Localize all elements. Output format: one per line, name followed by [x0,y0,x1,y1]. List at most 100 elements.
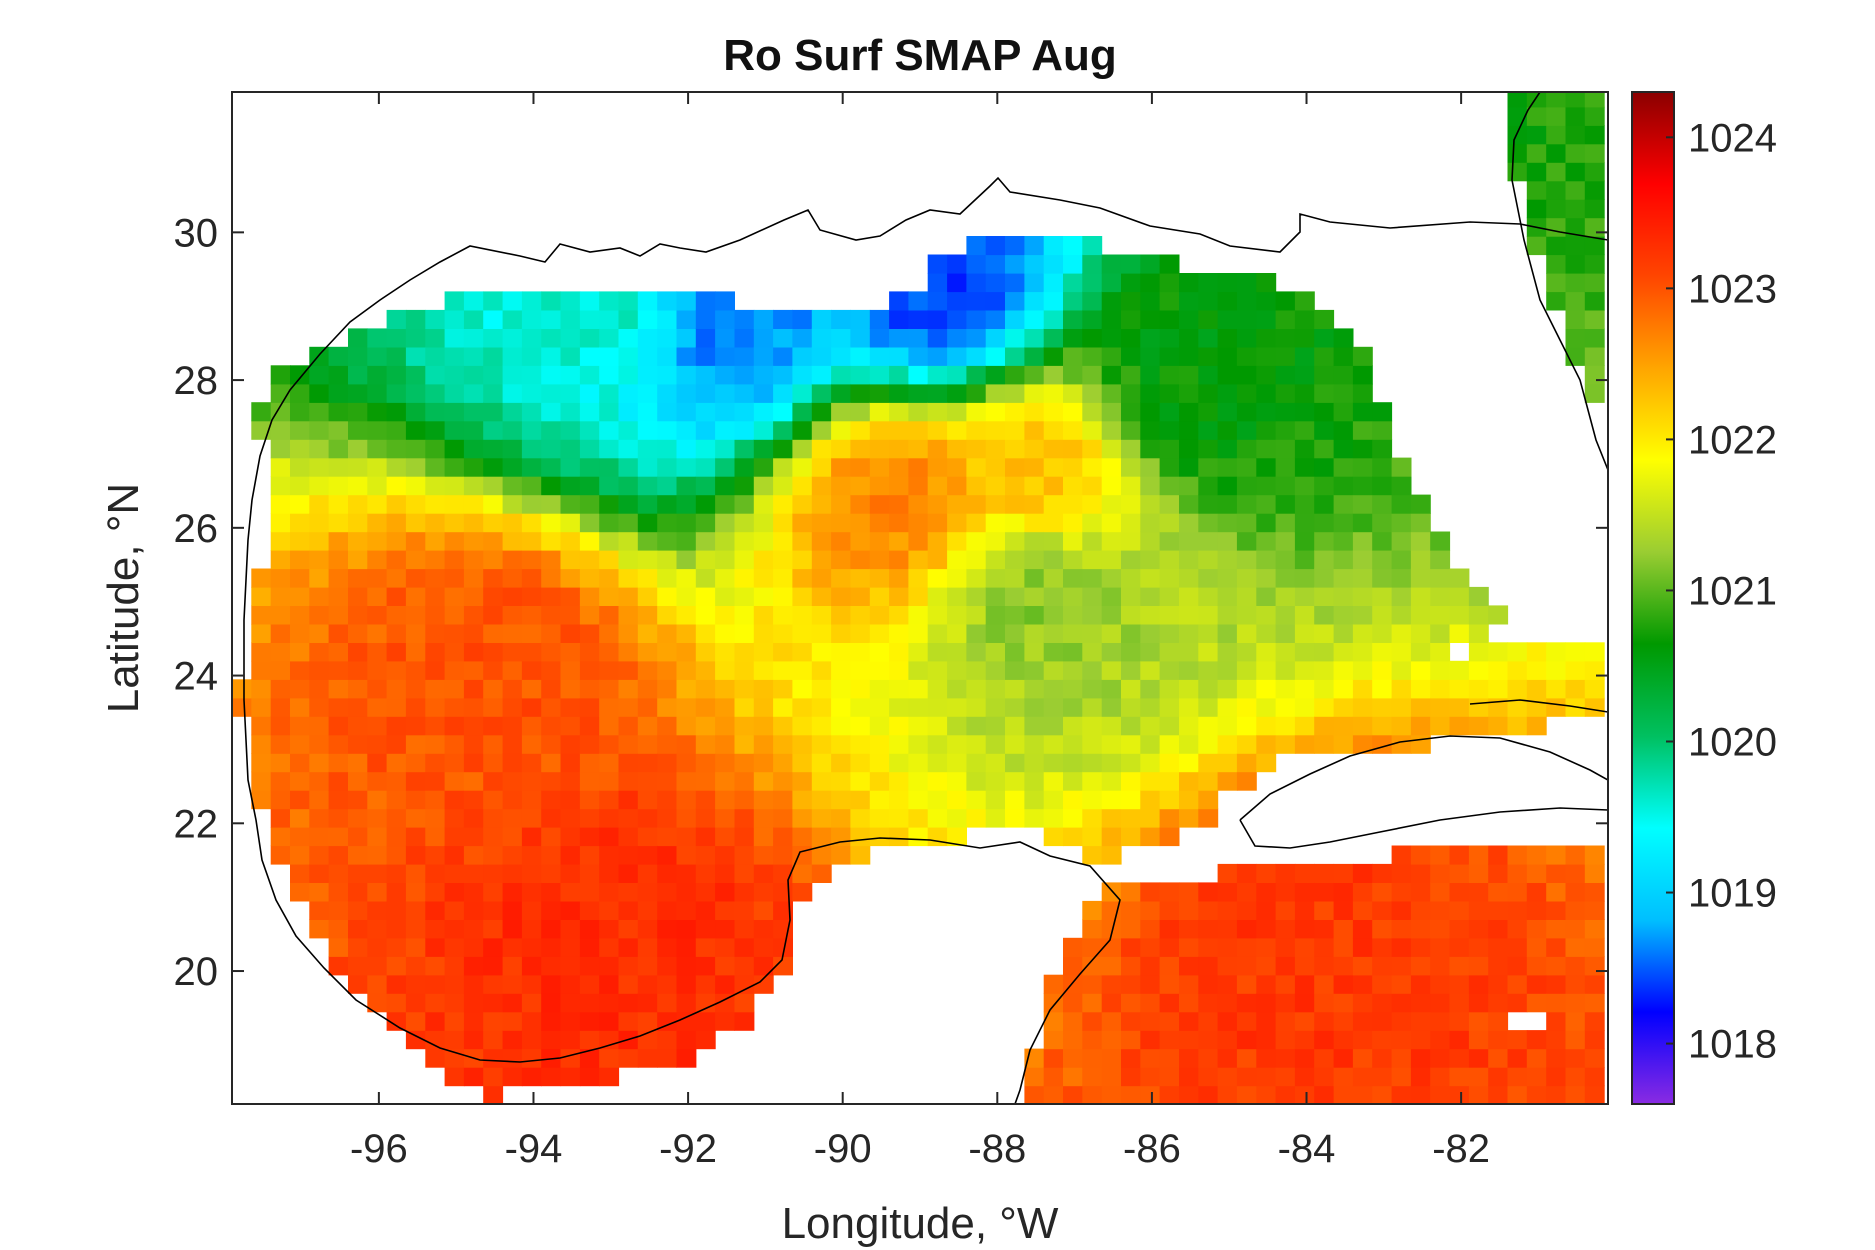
heatmap-cell [1275,513,1296,533]
heatmap-cell [1236,642,1257,662]
heatmap-cell [1236,956,1257,976]
heatmap-cell [1082,845,1103,865]
heatmap-cell [966,402,987,422]
heatmap-cell [1159,900,1180,920]
heatmap-cell [309,771,330,791]
heatmap-cell [309,642,330,662]
heatmap-cell [1159,291,1180,311]
heatmap-cell [1333,1067,1354,1087]
heatmap-cell [1024,771,1045,791]
heatmap-cell [1179,346,1199,366]
heatmap-cell [1314,716,1335,736]
heatmap-cell [985,790,1006,810]
heatmap-cell [599,476,620,496]
heatmap-cell [290,476,310,496]
heatmap-cell [985,550,1006,570]
heatmap-cell [1121,439,1141,459]
heatmap-cell [425,1030,446,1050]
heatmap-cell [1275,660,1296,680]
heatmap-cell [541,346,562,366]
heatmap-cell [831,420,851,440]
heatmap-cell [657,513,678,533]
heatmap-cell [270,716,291,736]
heatmap-cell [405,642,426,662]
heatmap-cell [483,568,504,588]
heatmap-cell [579,550,600,570]
heatmap-cell [1256,476,1277,496]
heatmap-cell [637,697,658,717]
heatmap-cell [386,845,407,865]
heatmap-cell [405,605,426,625]
heatmap-cell [348,550,368,570]
heatmap-cell [1140,1011,1161,1031]
heatmap-cell [657,494,678,514]
heatmap-cell [1488,1048,1509,1068]
heatmap-cell [328,716,349,736]
heatmap-cell [599,402,620,422]
heatmap-cell [792,716,813,736]
heatmap-cell [1565,1067,1586,1087]
heatmap-cell [1372,1085,1393,1104]
heatmap-cell [1198,956,1219,976]
heatmap-cell [1024,753,1045,773]
heatmap-cell [367,513,388,533]
heatmap-cell [1256,993,1277,1013]
heatmap-cell [367,346,388,366]
heatmap-cell [483,919,504,939]
heatmap-cell [1217,309,1238,329]
heatmap-cell [1526,1048,1547,1068]
heatmap-cell [1526,919,1547,939]
heatmap-cell [947,328,967,348]
heatmap-cell [1410,550,1431,570]
heatmap-cell [1179,956,1199,976]
heatmap-cell [1043,1030,1064,1050]
heatmap-cell [1468,1085,1489,1104]
heatmap-cell [889,383,909,403]
heatmap-cell [1372,974,1393,994]
heatmap-cell [715,439,735,459]
heatmap-cell [483,845,504,865]
heatmap-cell [1372,623,1393,643]
heatmap-cell [579,900,600,920]
heatmap-cell [1372,882,1393,902]
heatmap-cell [1179,753,1199,773]
heatmap-cell [753,439,774,459]
heatmap-cell [463,494,484,514]
heatmap-cell [734,439,755,459]
heatmap-cell [1082,402,1103,422]
heatmap-cell [425,734,446,754]
heatmap-cell [367,550,388,570]
heatmap-cell [463,1030,484,1050]
heatmap-cell [850,753,871,773]
heatmap-cell [811,346,832,366]
heatmap-cell [328,550,349,570]
heatmap-cell [618,790,639,810]
heatmap-cell [328,623,349,643]
heatmap-cell [676,365,697,385]
heatmap-cell [386,309,407,329]
heatmap-cell [715,642,735,662]
heatmap-cell [618,845,639,865]
heatmap-cell [985,291,1006,311]
heatmap-cell [869,439,890,459]
heatmap-cell [1217,771,1238,791]
heatmap-cell [444,402,465,422]
heatmap-cell [1217,531,1238,551]
heatmap-cell [1101,402,1122,422]
heatmap-cell [1121,882,1141,902]
heatmap-cell [1526,642,1547,662]
heatmap-cell [947,457,967,477]
heatmap-cell [947,790,967,810]
heatmap-cell [792,457,813,477]
heatmap-cell [1140,439,1161,459]
heatmap-cell [715,974,735,994]
heatmap-cell [618,716,639,736]
heatmap-cell [1024,550,1045,570]
heatmap-cell [831,605,851,625]
heatmap-cell [425,1048,446,1068]
heatmap-cell [1121,291,1141,311]
heatmap-cell [1488,642,1509,662]
heatmap-cell [579,642,600,662]
heatmap-cell [521,753,542,773]
heatmap-cell [463,845,484,865]
